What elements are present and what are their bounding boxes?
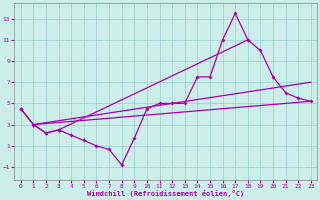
X-axis label: Windchill (Refroidissement éolien,°C): Windchill (Refroidissement éolien,°C) — [87, 190, 244, 197]
